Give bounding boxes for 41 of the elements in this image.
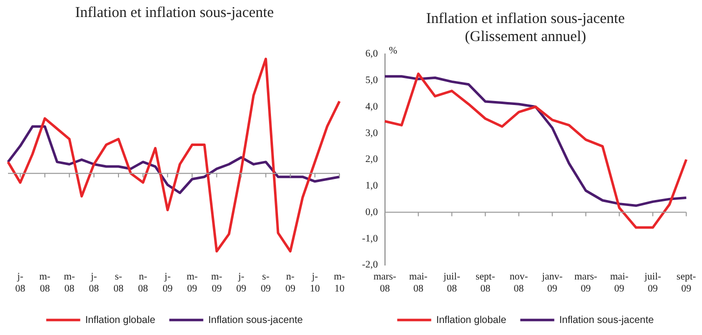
chart-title: Inflation et inflation sous-jacente [75, 4, 274, 21]
x-tick-label: j-09 [236, 272, 246, 295]
legend-label: Inflation sous-jacente [559, 314, 654, 326]
x-tick-label: j-10 [310, 272, 320, 295]
x-tick-label: j-09 [162, 272, 173, 295]
x-tick-label: mars-09 [574, 272, 598, 295]
chart-subtitle: (Glissement annuel) [464, 28, 586, 45]
legend-label: Inflation sous-jacente [208, 314, 304, 326]
y-tick-label: 3,0 [365, 128, 378, 139]
y-tick-label: 1,0 [365, 180, 378, 192]
x-tick-label: n-09 [285, 272, 296, 295]
x-tick-label: nov-08 [510, 272, 528, 295]
legend-label: Inflation globale [436, 314, 507, 326]
x-tick-label: sept-09 [676, 272, 696, 295]
x-tick-label: m-09 [211, 272, 222, 295]
y-tick-label: 0,0 [365, 206, 378, 218]
x-tick-label: m-08 [39, 272, 50, 295]
x-tick-label: s-09 [260, 272, 271, 295]
y-tick-label: -1,0 [362, 233, 378, 244]
x-tick-label: mai-08 [409, 272, 428, 295]
x-tick-label: janv-09 [541, 272, 563, 295]
x-tick-label: juil-08 [442, 272, 460, 295]
legend-label: Inflation globale [85, 314, 156, 326]
x-tick-label: mai-09 [610, 272, 628, 295]
x-tick-label: juil-09 [643, 272, 662, 295]
y-tick-label: 4,0 [365, 101, 378, 112]
y-tick-label: 6,0 [365, 48, 378, 60]
x-tick-label: j-08 [88, 272, 99, 295]
y-tick-label: 2,0 [365, 154, 378, 166]
y-tick-label: 5,0 [365, 75, 378, 86]
chart-title: Inflation et inflation sous-jacente [426, 10, 626, 27]
x-tick-label: j-08 [15, 272, 26, 295]
x-tick-label: mars-08 [373, 272, 396, 295]
x-tick-label: m-10 [334, 272, 345, 295]
x-tick-label: n-08 [138, 272, 148, 295]
x-tick-label: m-08 [64, 272, 75, 295]
x-tick-label: s-08 [113, 272, 124, 295]
x-tick-label: sept-08 [476, 272, 496, 295]
y-axis-title: % [388, 46, 398, 57]
x-tick-label: m-09 [186, 272, 198, 295]
y-tick-label: -2,0 [362, 260, 378, 271]
